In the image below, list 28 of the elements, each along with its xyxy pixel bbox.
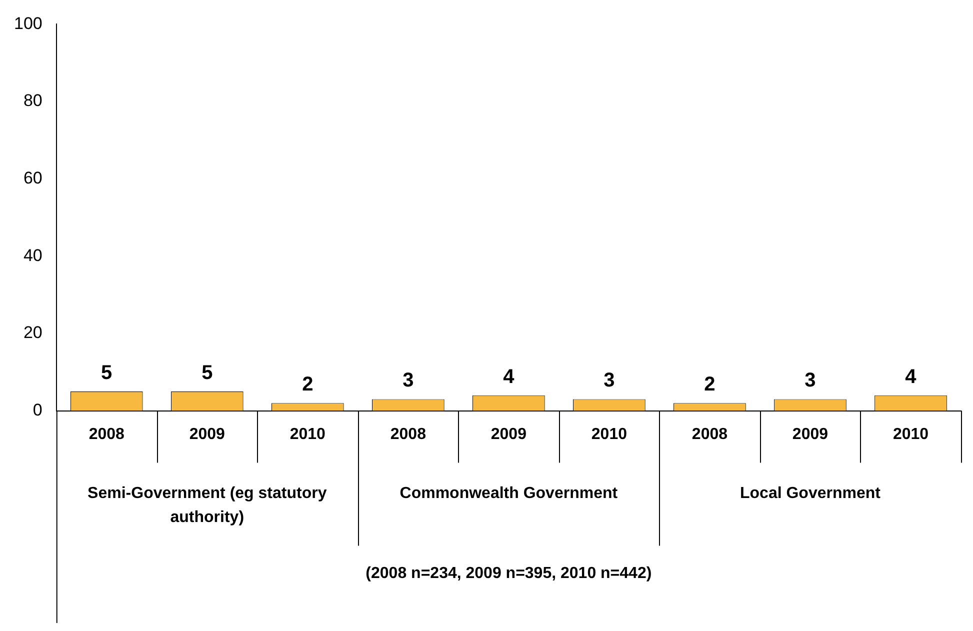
data-label: 4 (503, 366, 516, 388)
y-tick-label: 80 (23, 91, 42, 110)
y-tick-label: 20 (23, 323, 42, 342)
x-tick-label: 2008 (692, 426, 728, 443)
x-tick-label: 2010 (892, 426, 929, 443)
data-label: 5 (202, 362, 213, 384)
text: Commonwealth Government (400, 485, 618, 502)
text: (2008 n=234, 2009 n=395, 2010 n=442) (366, 565, 652, 582)
data-label: 2 (302, 374, 314, 396)
y-tick-label: 60 (23, 168, 42, 188)
x-tick-label: 2010 (591, 426, 628, 443)
x-tick-label: 2010 (290, 426, 326, 443)
data-label: 3 (402, 370, 414, 392)
text: Semi-Government (eg statutory authority) (88, 485, 327, 526)
data-label: 3 (804, 370, 816, 392)
data-label: 4 (905, 366, 918, 388)
x-tick-label: 2008 (390, 426, 426, 443)
data-label: 2 (704, 374, 716, 396)
x-tick-label: 2009 (189, 426, 226, 443)
x-tick-label: 2009 (490, 426, 527, 443)
x-tick-label: 2008 (88, 426, 125, 443)
data-label: 3 (604, 370, 615, 392)
text: Local Government (740, 485, 882, 502)
data-label: 5 (101, 362, 112, 384)
y-tick-label: 100 (14, 14, 42, 33)
y-tick-label: 0 (32, 400, 42, 420)
y-tick-label: 40 (23, 246, 42, 265)
x-tick-label: 2009 (792, 426, 828, 443)
